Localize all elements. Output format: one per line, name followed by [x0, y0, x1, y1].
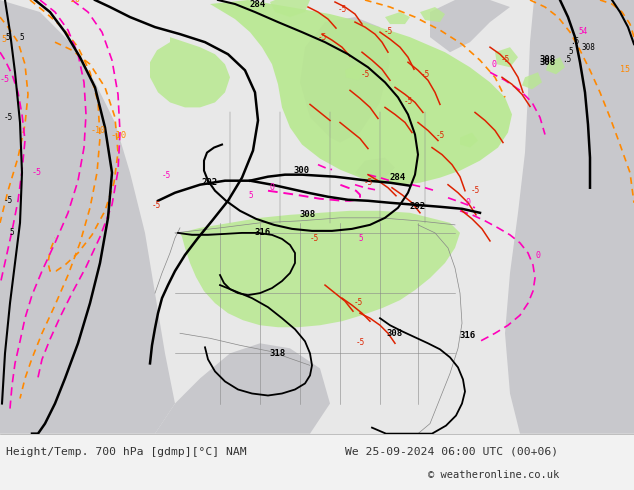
Polygon shape — [460, 132, 478, 147]
Text: .5: .5 — [570, 37, 579, 46]
Text: -5: -5 — [436, 130, 444, 140]
Text: 10: 10 — [70, 0, 80, 4]
Text: © weatheronline.co.uk: © weatheronline.co.uk — [428, 470, 559, 480]
Polygon shape — [210, 0, 512, 185]
Text: 5: 5 — [10, 228, 15, 237]
Text: -5: -5 — [318, 33, 327, 42]
Polygon shape — [180, 211, 460, 327]
Text: -5: -5 — [420, 70, 430, 79]
Text: -5: -5 — [337, 5, 347, 14]
Polygon shape — [420, 7, 445, 22]
Polygon shape — [385, 12, 410, 24]
Polygon shape — [300, 17, 390, 143]
Text: -5: -5 — [403, 98, 413, 106]
Text: Height/Temp. 700 hPa [gdmp][°C] NAM: Height/Temp. 700 hPa [gdmp][°C] NAM — [6, 447, 247, 457]
Text: 0: 0 — [465, 198, 470, 207]
Text: -5: -5 — [152, 201, 161, 210]
Text: 5: 5 — [1, 35, 6, 44]
Text: -5: -5 — [0, 75, 10, 84]
Text: 308: 308 — [582, 43, 596, 52]
Text: 308: 308 — [387, 329, 403, 338]
Text: 284: 284 — [390, 173, 406, 182]
Text: 54: 54 — [578, 27, 587, 36]
Text: -10: -10 — [110, 130, 126, 140]
Text: We 25-09-2024 06:00 UTC (00+06): We 25-09-2024 06:00 UTC (00+06) — [345, 447, 558, 457]
Text: -5: -5 — [356, 338, 365, 347]
Text: 308: 308 — [300, 210, 316, 220]
Text: -5: -5 — [470, 186, 480, 195]
Text: 5: 5 — [568, 47, 573, 56]
Polygon shape — [0, 0, 634, 434]
Text: 316: 316 — [460, 331, 476, 340]
Text: -5: -5 — [162, 171, 171, 180]
Polygon shape — [150, 37, 230, 107]
Text: -5: -5 — [500, 55, 510, 64]
Text: 308: 308 — [540, 58, 556, 67]
Text: -5: -5 — [310, 234, 320, 243]
Text: 5: 5 — [358, 234, 363, 243]
Text: 292: 292 — [410, 202, 426, 211]
Polygon shape — [430, 0, 510, 52]
Polygon shape — [0, 0, 175, 434]
Text: 0: 0 — [492, 60, 497, 69]
Text: 5: 5 — [20, 33, 24, 42]
Text: 284: 284 — [250, 0, 266, 8]
Polygon shape — [355, 158, 395, 183]
Text: -5: -5 — [384, 27, 392, 36]
Polygon shape — [505, 0, 634, 434]
Text: 292: 292 — [202, 178, 218, 187]
Polygon shape — [155, 343, 330, 434]
Text: -5: -5 — [3, 196, 13, 205]
Text: 5: 5 — [6, 33, 10, 42]
Text: -5: -5 — [353, 298, 363, 307]
Text: -5: -5 — [3, 113, 13, 122]
Text: -5: -5 — [363, 178, 373, 187]
Text: 308: 308 — [540, 55, 556, 64]
Polygon shape — [345, 64, 365, 80]
Text: 0: 0 — [270, 183, 275, 192]
Polygon shape — [546, 57, 565, 74]
Polygon shape — [495, 47, 518, 67]
Text: 0: 0 — [535, 251, 540, 260]
Text: -5: -5 — [32, 168, 42, 177]
Polygon shape — [522, 73, 542, 89]
Text: -10: -10 — [91, 125, 105, 134]
Text: 5: 5 — [248, 191, 252, 200]
Text: .5: .5 — [562, 55, 571, 64]
Text: 15: 15 — [620, 65, 630, 74]
Text: 316: 316 — [255, 228, 271, 237]
Text: 318: 318 — [270, 349, 286, 358]
Text: -5: -5 — [360, 70, 370, 79]
Polygon shape — [270, 0, 310, 17]
Text: 300: 300 — [294, 166, 310, 175]
